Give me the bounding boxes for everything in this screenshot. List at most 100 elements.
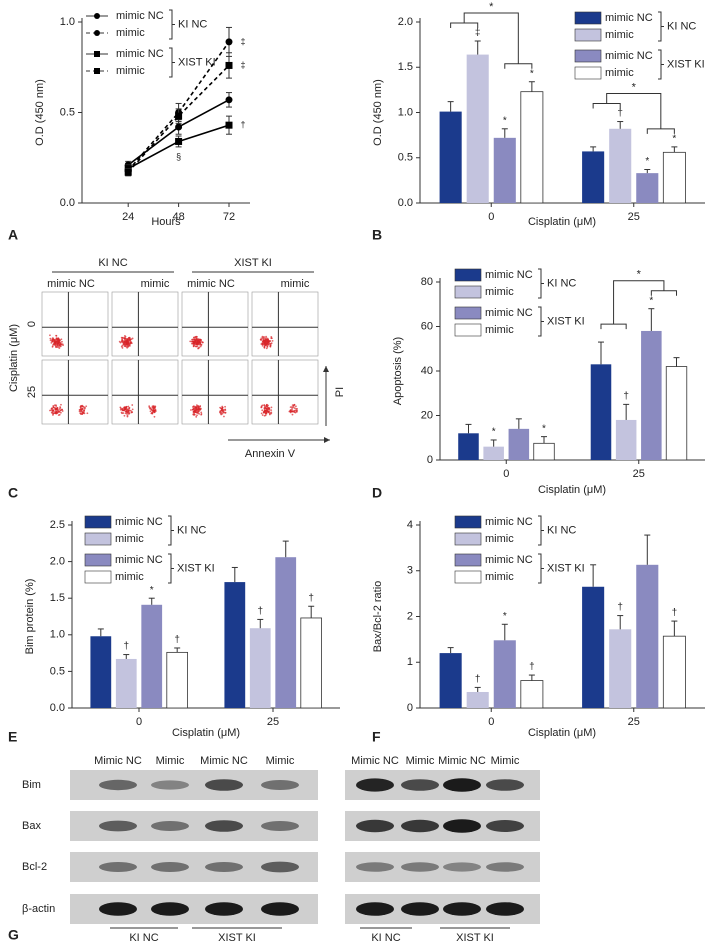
bar: [508, 428, 530, 460]
cell-dot: [197, 407, 200, 410]
cell-dot: [119, 408, 122, 411]
cell-dot: [189, 340, 192, 343]
flow-plot: [251, 359, 319, 425]
y-tick-label: 2.0: [50, 556, 65, 568]
point: [225, 38, 233, 46]
cell-dot: [266, 344, 269, 347]
cell-dot: [83, 409, 85, 412]
panel-letter: C: [8, 485, 18, 501]
cell-dot: [296, 409, 299, 412]
cell-dot: [81, 407, 83, 410]
y-tick-label: 3: [407, 565, 413, 577]
band: [443, 819, 481, 833]
cell-dot: [271, 339, 274, 342]
cell-dot: [288, 410, 291, 413]
bar: [636, 173, 659, 203]
cell-dot: [265, 338, 268, 341]
column-label: mimic NC: [187, 278, 235, 290]
band: [486, 779, 524, 791]
bracket: [450, 22, 479, 29]
cell-dot: [52, 413, 55, 415]
cell-dot: [56, 341, 59, 343]
y-tick-label: 1.0: [50, 629, 65, 641]
cell-dot: [51, 345, 54, 347]
cell-dot: [61, 340, 63, 343]
group-label: KI NC: [371, 932, 400, 944]
cell-dot: [263, 343, 266, 346]
group-label: XIST KI: [218, 932, 256, 944]
cell-dot: [153, 415, 156, 418]
legend-label: mimic NC: [116, 10, 164, 22]
legend-brace: [538, 553, 544, 584]
cell-dot: [123, 414, 126, 417]
bar: [224, 582, 246, 708]
cell-dot: [261, 335, 264, 338]
bar: [275, 557, 297, 708]
legend-brace: [658, 11, 664, 42]
cell-dot: [191, 340, 194, 343]
significance-label: *: [503, 611, 507, 622]
cell-dot: [269, 342, 272, 345]
cell-dot: [59, 406, 62, 408]
legend-label: mimic NC: [605, 50, 653, 62]
legend-swatch: [574, 49, 602, 63]
cell-dot: [196, 405, 199, 408]
bar: [609, 128, 632, 203]
band: [356, 778, 394, 792]
significance-label: †: [617, 108, 623, 119]
cell-dot: [127, 343, 129, 346]
x-axis-label: Cisplatin (μM): [172, 727, 240, 739]
legend-label: mimic: [115, 533, 144, 545]
cell-dot: [219, 411, 221, 414]
column-label: mimic: [141, 278, 170, 290]
y-tick-label: 0: [427, 454, 433, 466]
cell-dot: [62, 344, 64, 347]
cell-dot: [263, 345, 266, 347]
cell-dot: [55, 337, 58, 340]
cell-dot: [121, 340, 124, 343]
bracket-label: *: [632, 81, 637, 93]
y-tick-label: 0.0: [60, 197, 75, 209]
bracket: [606, 93, 662, 129]
cell-dot: [52, 338, 55, 341]
band: [99, 862, 137, 872]
cell-dot: [60, 403, 62, 406]
group-label: KI NC: [98, 257, 127, 269]
cell-dot: [123, 340, 126, 342]
cell-dot: [190, 409, 192, 411]
panel-letter: A: [8, 227, 18, 243]
cell-dot: [119, 406, 122, 409]
bracket: [463, 12, 519, 64]
legend-group-label: KI NC: [667, 20, 696, 32]
legend-group-label: XIST KI: [547, 562, 585, 574]
cell-dot: [260, 412, 263, 415]
point: [225, 61, 233, 69]
group-label: KI NC: [129, 932, 158, 944]
flow-plot: [251, 291, 319, 357]
x-tick-label: 72: [223, 211, 235, 223]
cell-dot: [195, 343, 198, 345]
cell-dot: [192, 345, 195, 348]
cell-dot: [127, 412, 130, 415]
y-tick-label: 2.5: [50, 519, 65, 531]
panel-letter: E: [8, 729, 17, 745]
cell-dot: [197, 347, 200, 350]
panel-letter: D: [372, 485, 382, 501]
legend-swatch: [454, 532, 482, 546]
plot-frame: [251, 291, 319, 357]
plot-frame: [111, 359, 179, 425]
legend-swatch: [84, 570, 112, 584]
cell-dot: [127, 409, 130, 412]
bar: [493, 137, 516, 203]
y-tick-label: 20: [421, 409, 433, 421]
cell-dot: [224, 405, 226, 408]
y-axis-label: Bax/Bcl-2 ratio: [372, 581, 384, 653]
cell-dot: [261, 409, 264, 412]
bar: [636, 564, 659, 708]
cell-dot: [198, 408, 201, 411]
legend-swatch: [454, 570, 482, 584]
bar: [466, 54, 489, 203]
cell-dot: [126, 413, 128, 415]
cell-dot: [267, 404, 269, 407]
